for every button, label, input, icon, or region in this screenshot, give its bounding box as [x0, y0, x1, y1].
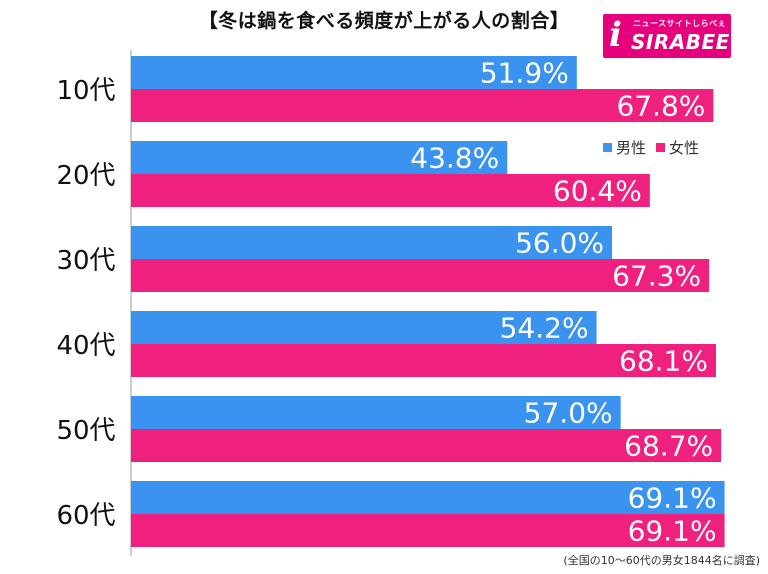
bar-male [131, 141, 508, 174]
bar-female [131, 89, 714, 122]
survey-note: (全国の10〜60代の男女1844名に調査) [563, 554, 760, 567]
legend-swatch-male [603, 142, 612, 152]
bar-male [131, 396, 621, 429]
legend-label-female: 女性 [669, 138, 700, 157]
data-label: 69.1% [628, 515, 717, 548]
data-label: 69.1% [628, 482, 717, 515]
data-label: 56.0% [515, 227, 604, 260]
legend-label-male: 男性 [616, 138, 647, 157]
data-label: 57.0% [524, 397, 613, 430]
bar-female [131, 429, 722, 462]
data-label: 67.3% [612, 260, 701, 293]
data-label: 68.1% [619, 345, 708, 378]
data-label: 67.8% [616, 90, 705, 123]
category-label: 20代 [56, 161, 115, 191]
logo-name: SIRABEE [631, 30, 730, 54]
data-label: 60.4% [553, 175, 642, 208]
logo-mark: i [609, 15, 622, 55]
logo-tagline: ニュースサイトしらべぇ [633, 19, 727, 28]
sirabee-logo: i ニュースサイトしらべぇ SIRABEE [603, 14, 731, 58]
data-label: 54.2% [500, 312, 589, 345]
data-label: 43.8% [410, 142, 499, 175]
data-label: 68.7% [624, 430, 713, 463]
bar-male [131, 481, 725, 514]
chart-title: 【冬は鍋を食べる頻度が上がる人の割合】 [198, 10, 570, 32]
category-label: 30代 [56, 246, 115, 276]
category-label: 10代 [56, 76, 115, 106]
bar-female [131, 514, 725, 547]
bar-female [131, 344, 716, 377]
bar-male [131, 56, 577, 89]
legend-swatch-female [656, 142, 666, 152]
legend: 男性 女性 [600, 136, 703, 158]
data-label: 51.9% [480, 57, 569, 90]
category-label: 60代 [56, 501, 115, 531]
bar-male [131, 226, 613, 259]
category-label: 50代 [56, 416, 115, 446]
category-label: 40代 [56, 331, 115, 361]
bar-female [131, 174, 650, 207]
bar-female [131, 259, 710, 292]
bar-male [131, 311, 597, 344]
